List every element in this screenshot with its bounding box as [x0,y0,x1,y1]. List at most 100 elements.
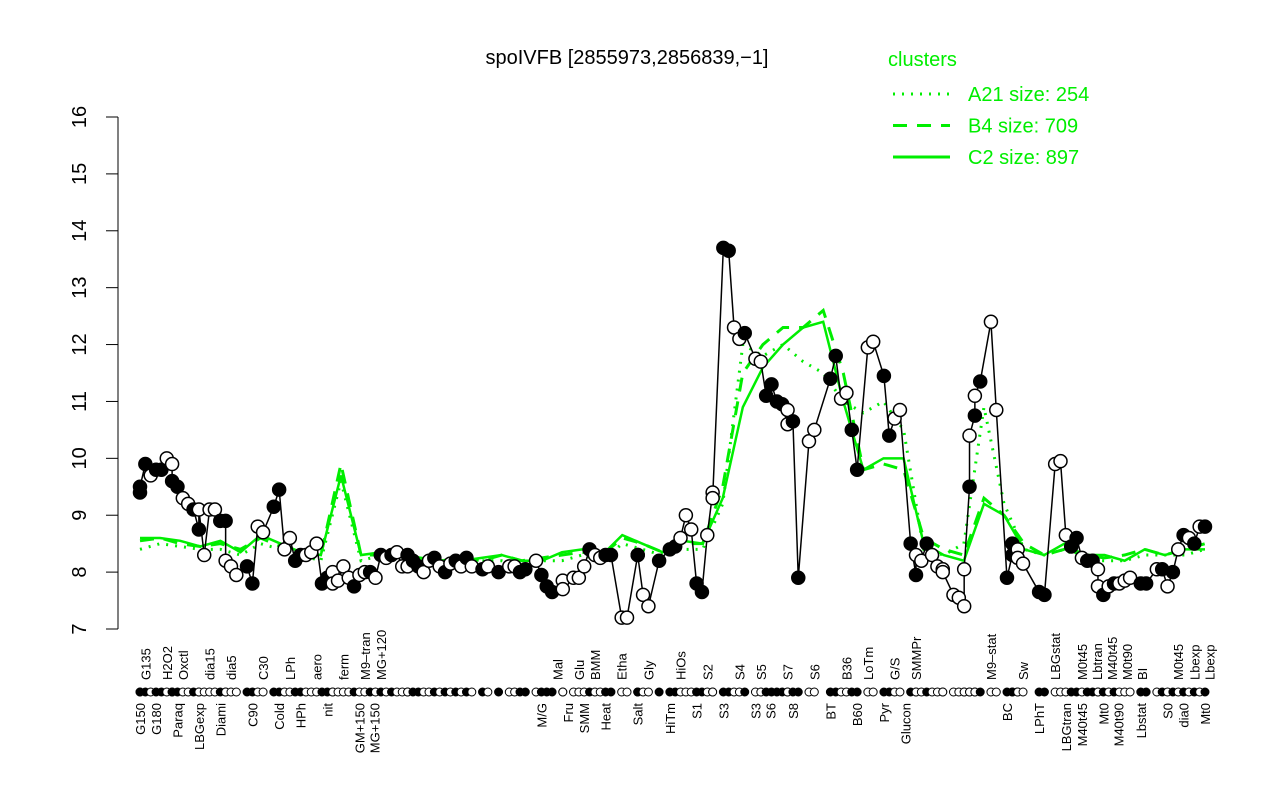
x-tick-label: BC [1000,703,1015,721]
x-tick-label: S4 [732,664,747,680]
x-tick-label: M9–stat [984,633,999,680]
data-point [956,598,972,614]
x-tick-label: Pyr [877,702,892,722]
data-point [239,559,255,574]
x-tick-label: GM+150 [352,703,367,753]
x-tick-label: dia0 [1177,703,1192,728]
data-point [1069,530,1084,546]
data-point [619,610,635,625]
x-tick-label: M40t45 [1105,637,1120,680]
data-point [791,570,806,586]
x-tick-label: Lbexp [1187,645,1202,680]
data-point [967,388,983,404]
x-marker [1018,687,1028,697]
x-tick-label: B36 [839,657,854,680]
x-tick-label: Salt [631,703,646,726]
x-marker [708,687,718,697]
x-marker [793,687,803,697]
x-tick-label: Paraq [170,703,185,738]
data-point [651,553,667,568]
x-tick-label: C90 [245,703,260,727]
data-point [828,348,843,364]
legend-label: A21 size: 254 [968,84,1089,106]
x-tick-label: S0 [1161,703,1176,719]
y-tick-label: 13 [69,277,91,299]
data-point [196,547,212,563]
data-point [164,456,180,472]
x-tick-label: Mal [550,659,565,680]
data-point [989,402,1004,418]
x-tick-label: M40t90 [1111,703,1126,746]
x-marker [975,687,985,697]
x-tick-label: S7 [781,664,796,680]
x-marker [1039,687,1049,697]
x-marker [258,687,268,697]
x-marker [643,687,653,697]
x-tick-label: aero [310,654,325,680]
data-point [881,428,897,443]
x-tick-label: HiTm [663,703,678,734]
x-tick-label: Heat [599,703,614,731]
data-point [753,354,769,369]
legend-label: C2 size: 897 [968,147,1079,169]
x-tick-label: MG+150 [367,703,382,753]
x-marker [494,687,504,697]
x-marker [1125,687,1135,697]
x-tick-label: nit [320,703,335,717]
data-point [245,576,260,591]
x-tick-label: G180 [149,703,164,735]
x-marker [558,687,568,697]
data-point [935,564,951,580]
x-tick-label: Oxctl [176,650,191,680]
x-tick-label: M0t45 [1075,644,1090,680]
x-tick-label: S6 [807,664,822,680]
x-tick-label: G/S [888,657,903,680]
data-point [700,527,715,543]
x-tick-label: S8 [786,703,801,719]
data-point [603,547,619,563]
x-marker [991,687,1001,697]
x-tick-label: M0t45 [1171,644,1186,680]
x-tick-label: Lbtran [1090,643,1105,680]
data-point [191,522,207,537]
data-point [555,581,571,597]
data-point [673,530,688,546]
x-marker [467,687,477,697]
x-tick-label: Gly [641,660,656,680]
data-point [1170,542,1186,557]
y-tick-label: 15 [69,163,91,185]
x-tick-label: HPh [294,703,309,728]
data-point [1090,562,1106,577]
x-tick-label: Etha [615,652,630,680]
x-tick-label: S3 [748,703,763,719]
data-point [844,422,860,438]
data-point [999,570,1015,586]
x-tick-label: LoTm [861,647,876,680]
cluster-lines [139,307,1206,568]
legend-label: B4 size: 709 [968,116,1078,138]
x-tick-label: Glucon [898,703,913,744]
x-tick-label: MG+120 [374,630,389,680]
x-tick-label: B60 [850,703,865,726]
data-point [528,553,544,568]
data-point [218,513,233,529]
data-point [576,559,592,574]
data-point [1197,519,1213,534]
x-tick-label: S3 [716,703,731,719]
x-marker [868,687,878,697]
x-tick-label: M0t90 [1120,644,1135,680]
x-marker [231,687,241,697]
y-tick-label: 16 [69,106,91,128]
data-point [962,428,977,443]
x-marker [1200,687,1210,697]
x-tick-label: G150 [133,703,148,735]
x-tick-label: Lbexp [1202,645,1217,680]
x-tick-label: dia5 [224,655,239,680]
x-tick-label: Fru [561,703,576,723]
x-tick-label: S2 [700,664,715,680]
x-tick-label: ferm [336,654,351,680]
data-point [229,567,244,583]
data-point [972,374,988,389]
data-point [255,525,271,540]
